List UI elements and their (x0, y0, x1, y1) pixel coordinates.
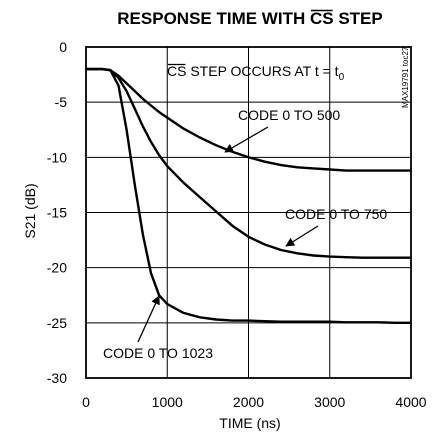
y-tick-label: 0 (59, 39, 67, 55)
x-tick-label: 3000 (314, 394, 345, 410)
y-tick-label: -5 (55, 94, 68, 110)
series-label-1: CODE 0 TO 500 (238, 107, 340, 123)
series-label-3: CODE 0 TO 1023 (103, 345, 213, 361)
series-arrow-2 (285, 225, 319, 247)
plot-frame (85, 46, 412, 379)
part-number: MAX19791 toc27 (401, 46, 410, 108)
series-arrow-3 (137, 295, 160, 343)
x-axis-label: TIME (ns) (219, 415, 280, 431)
y-axis-label: S21 (dB) (22, 183, 38, 238)
series-line-2 (86, 67, 411, 259)
step-annotation: CS STEP OCCURS AT t = t0 (167, 63, 345, 83)
step-annotation-text: STEP OCCURS AT t = t (186, 63, 338, 79)
x-tick-label: 2000 (233, 394, 264, 410)
series-arrow-1 (224, 126, 269, 153)
series-line-3 (86, 67, 411, 324)
series-line-1 (86, 67, 411, 172)
x-tick-label: 0 (82, 394, 90, 410)
y-tick-labels: 0 -5 -10 -15 -20 -25 -30 (47, 39, 67, 386)
series-group (86, 67, 411, 324)
x-tick-labels: 0 1000 2000 3000 4000 (82, 394, 427, 410)
chart-title-suffix: STEP (334, 9, 383, 28)
y-tick-label: -30 (47, 370, 67, 386)
chart-title: RESPONSE TIME WITH CS STEP (117, 9, 382, 28)
chart-title-overline: CS (310, 9, 334, 28)
series-label-2: CODE 0 TO 750 (285, 206, 387, 222)
x-tick-label: 4000 (395, 394, 426, 410)
x-tick-label: 1000 (152, 394, 183, 410)
step-annotation-overline: CS (167, 63, 186, 79)
series-labels: CODE 0 TO 500 CODE 0 TO 750 CODE 0 TO 1023 (103, 107, 387, 361)
y-tick-label: -25 (47, 315, 67, 331)
y-tick-label: -10 (47, 149, 67, 165)
y-tick-label: -20 (47, 260, 67, 276)
step-annotation-subscript: 0 (339, 72, 345, 83)
y-tick-label: -15 (47, 205, 67, 221)
chart-title-prefix: RESPONSE TIME WITH (117, 9, 310, 28)
